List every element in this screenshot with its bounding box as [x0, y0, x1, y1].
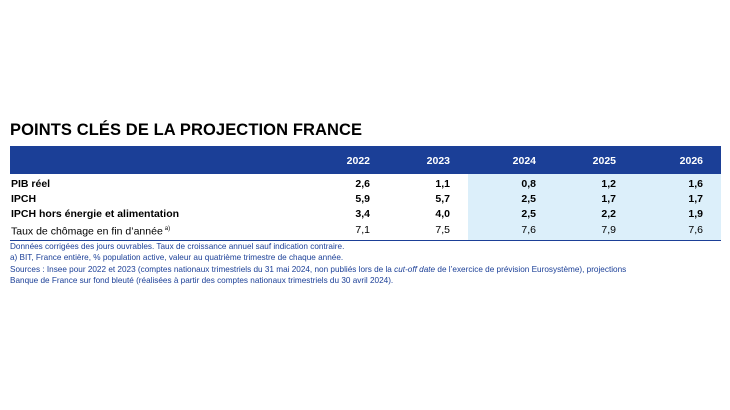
- table-cell-projection: 1,9: [634, 207, 721, 222]
- table-cell-projection: 1,7: [554, 192, 634, 207]
- table-cell: 4,0: [435, 208, 450, 220]
- table-row: Taux de chômage en fin d’année a) 7,1 7,5…: [10, 222, 721, 241]
- table-row: IPCH 5,9 5,7 2,5 1,7 1,7: [10, 192, 721, 207]
- column-header: 2025: [554, 146, 634, 174]
- table-cell-projection: 7,9: [554, 222, 634, 241]
- table-cell: 7,5: [388, 222, 468, 241]
- row-label: IPCH: [11, 193, 37, 205]
- table-notes: Données corrigées des jours ouvrables. T…: [10, 241, 725, 286]
- table-cell: 1,1: [435, 178, 450, 190]
- row-label: PIB réel: [11, 178, 51, 190]
- column-header: 2022: [264, 146, 388, 174]
- page-title: POINTS CLÉS DE LA PROJECTION FRANCE: [10, 121, 363, 139]
- row-label-text: Taux de chômage en fin d’année: [11, 225, 163, 238]
- row-label: Taux de chômage en fin d’année a): [10, 222, 264, 241]
- column-header: 2024: [468, 146, 554, 174]
- table-cell: 2,6: [355, 178, 370, 190]
- table-header-row: 2022 2023 2024 2025 2026: [10, 146, 721, 174]
- table-cell-projection: 7,6: [468, 222, 554, 241]
- footnote-marker: a): [164, 226, 171, 232]
- column-header: 2023: [388, 146, 468, 174]
- table-cell-projection: 1,7: [634, 192, 721, 207]
- table-cell-projection: 2,5: [468, 207, 554, 222]
- table-cell: 7,1: [264, 222, 388, 241]
- sources-text: Sources : Insee pour 2022 et 2023 (compt…: [10, 264, 395, 274]
- note-line: a) BIT, France entière, % population act…: [10, 253, 344, 263]
- table-row: PIB réel 2,6 1,1 0,8 1,2 1,6: [10, 174, 721, 192]
- table-cell: 5,9: [355, 193, 370, 205]
- sources-text: de l’exercice de prévision Eurosystème),…: [435, 264, 627, 274]
- table-cell: 5,7: [435, 193, 450, 205]
- sources-italic: cut-off date: [394, 264, 436, 274]
- sources-note: Sources : Insee pour 2022 et 2023 (compt…: [10, 264, 725, 275]
- projection-table: 2022 2023 2024 2025 2026 PIB réel 2,6 1,…: [10, 146, 721, 241]
- column-header: 2026: [634, 146, 721, 174]
- table-row: IPCH hors énergie et alimentation 3,4 4,…: [10, 207, 721, 222]
- projection-table-container: 2022 2023 2024 2025 2026 PIB réel 2,6 1,…: [10, 146, 721, 241]
- table-cell: 3,4: [355, 208, 370, 220]
- row-label: IPCH hors énergie et alimentation: [11, 208, 180, 220]
- table-cell-projection: 0,8: [468, 174, 554, 192]
- table-cell-projection: 2,2: [554, 207, 634, 222]
- table-cell-projection: 2,5: [468, 192, 554, 207]
- note-line: Données corrigées des jours ouvrables. T…: [10, 242, 345, 251]
- table-cell-projection: 1,6: [634, 174, 721, 192]
- note-line: Banque de France sur fond bleuté (réalis…: [10, 275, 394, 285]
- table-cell-projection: 1,2: [554, 174, 634, 192]
- table-cell-projection: 7,6: [634, 222, 721, 241]
- header-label-cell: [10, 146, 264, 174]
